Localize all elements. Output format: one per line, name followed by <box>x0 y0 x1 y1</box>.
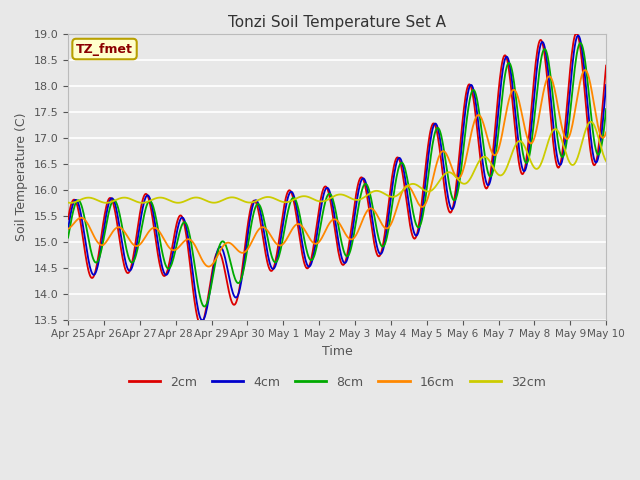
2cm <box>196 322 204 327</box>
2cm <box>184 243 191 249</box>
2cm <box>602 63 610 69</box>
4cm <box>602 82 610 88</box>
4cm <box>74 199 81 205</box>
Title: Tonzi Soil Temperature Set A: Tonzi Soil Temperature Set A <box>228 15 446 30</box>
Line: 4cm: 4cm <box>68 36 606 320</box>
Line: 32cm: 32cm <box>68 122 606 203</box>
8cm <box>213 252 221 258</box>
8cm <box>577 40 584 46</box>
16cm <box>403 183 411 189</box>
8cm <box>129 259 137 265</box>
8cm <box>74 197 81 203</box>
Legend: 2cm, 4cm, 8cm, 16cm, 32cm: 2cm, 4cm, 8cm, 16cm, 32cm <box>124 371 550 394</box>
32cm <box>419 186 427 192</box>
32cm <box>403 183 411 189</box>
2cm <box>419 191 427 196</box>
4cm <box>213 250 221 255</box>
Text: TZ_fmet: TZ_fmet <box>76 43 133 56</box>
8cm <box>64 235 72 240</box>
2cm <box>74 204 81 210</box>
16cm <box>64 226 72 232</box>
4cm <box>575 33 582 38</box>
8cm <box>419 213 427 218</box>
4cm <box>403 189 411 194</box>
32cm <box>213 200 221 205</box>
2cm <box>64 216 72 222</box>
32cm <box>67 200 74 206</box>
X-axis label: Time: Time <box>322 345 353 358</box>
32cm <box>185 197 193 203</box>
2cm <box>403 203 411 208</box>
4cm <box>184 232 191 238</box>
16cm <box>419 204 427 210</box>
4cm <box>64 226 72 232</box>
8cm <box>602 106 610 112</box>
32cm <box>130 198 138 204</box>
32cm <box>75 198 83 204</box>
2cm <box>572 30 580 36</box>
4cm <box>198 317 206 323</box>
Y-axis label: Soil Temperature (C): Soil Temperature (C) <box>15 113 28 241</box>
16cm <box>213 254 221 260</box>
4cm <box>129 261 137 267</box>
16cm <box>74 216 81 222</box>
16cm <box>184 236 191 242</box>
32cm <box>64 200 72 205</box>
16cm <box>129 241 137 247</box>
2cm <box>213 250 221 256</box>
8cm <box>403 175 411 180</box>
8cm <box>184 225 191 230</box>
16cm <box>581 67 589 73</box>
Line: 8cm: 8cm <box>68 43 606 307</box>
4cm <box>419 204 427 209</box>
Line: 2cm: 2cm <box>68 33 606 324</box>
8cm <box>200 304 208 310</box>
32cm <box>602 158 610 164</box>
16cm <box>602 130 610 135</box>
32cm <box>588 119 595 125</box>
16cm <box>205 264 212 269</box>
2cm <box>129 254 137 260</box>
Line: 16cm: 16cm <box>68 70 606 266</box>
